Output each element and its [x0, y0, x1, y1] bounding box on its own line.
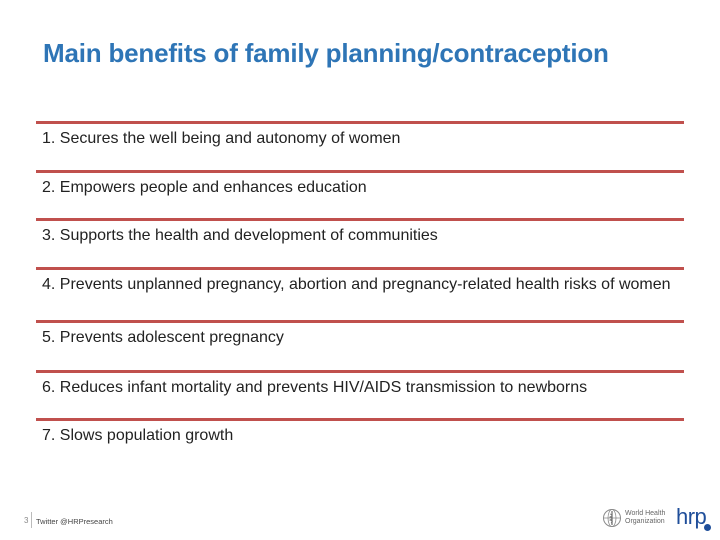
list-item: 3. Supports the health and development o…: [36, 218, 684, 267]
twitter-handle: Twitter @HRPresearch: [36, 517, 113, 526]
list-item: 4. Prevents unplanned pregnancy, abortio…: [36, 266, 684, 320]
list-item: 5. Prevents adolescent pregnancy: [36, 319, 684, 370]
page-number: 3: [24, 516, 29, 525]
who-line1: World Health: [625, 510, 666, 517]
who-line2: Organization: [625, 518, 665, 525]
list-item: 6. Reduces infant mortality and prevents…: [36, 369, 684, 419]
list-item: 1. Secures the well being and autonomy o…: [36, 121, 684, 170]
who-emblem-icon: [603, 509, 621, 527]
hrp-logo-dot-icon: [704, 524, 711, 531]
who-logo: World Health Organization: [602, 508, 665, 528]
slide-title: Main benefits of family planning/contrac…: [43, 38, 609, 68]
list-item: 2. Empowers people and enhances educatio…: [36, 169, 684, 219]
footer-divider: [31, 512, 32, 528]
benefits-list: 1. Secures the well being and autonomy o…: [36, 121, 684, 467]
hrp-logo: hrp: [676, 504, 707, 529]
list-item: 7. Slows population growth: [36, 418, 684, 467]
